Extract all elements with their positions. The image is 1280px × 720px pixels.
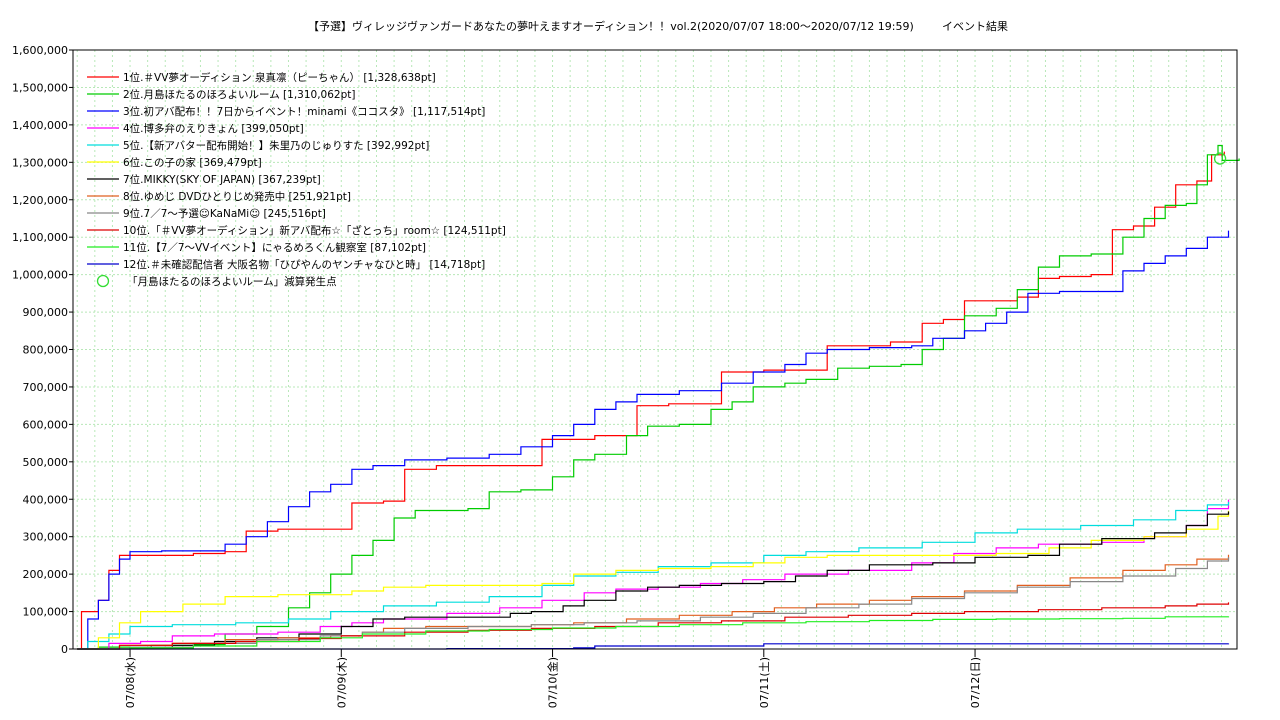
- chart-title: 【予選】ヴィレッジヴァンガードあなたの夢叶えますオーディション！！vol.2(2…: [308, 19, 914, 33]
- y-tick-label: 800,000: [23, 344, 69, 357]
- y-tick-label: 1,500,000: [12, 81, 68, 94]
- markers: [1213, 152, 1227, 165]
- x-tick-label: 07/08(水): [124, 657, 137, 708]
- marker-point: [1213, 152, 1227, 165]
- gridlines: [69, 49, 1237, 657]
- y-tick-label: 500,000: [23, 456, 69, 469]
- x-tick-label: 07/10(金): [546, 657, 560, 708]
- y-tick-label: 1,600,000: [12, 44, 68, 57]
- legend-entry: 1位.＃VV夢オーディション 泉真凛（ピーちゃん） [1,328,638pt]: [123, 71, 436, 84]
- y-tick-label: 100,000: [23, 606, 69, 619]
- x-tick-label: 07/11(土): [758, 657, 771, 708]
- series-line-10: [77, 602, 1230, 650]
- series-line-7: [77, 511, 1230, 650]
- series-line-11: [77, 616, 1230, 650]
- y-tick-label: 1,300,000: [12, 156, 68, 169]
- plot-area-border: [72, 49, 1238, 650]
- y-tick-label: 600,000: [23, 418, 69, 431]
- legend-entry: 4位.博多弁のえりきょん [399,050pt]: [123, 122, 304, 135]
- legend-entry: 7位.MIKKY(SKY OF JAPAN) [367,239pt]: [123, 173, 321, 186]
- y-tick-label: 400,000: [23, 493, 69, 506]
- y-tick-label: 1,400,000: [12, 119, 68, 132]
- series-line-1: [77, 151, 1225, 650]
- chart-subtitle: イベント結果: [942, 19, 1008, 33]
- legend-marker-entry: 「月島ほたるのほろよいルーム」減算発生点: [127, 275, 337, 288]
- legend-entry: 10位.「＃VV夢オーディション」新アバ配布☆「ざとっち」room☆ [124,…: [123, 224, 506, 237]
- y-tick-label: 1,000,000: [12, 269, 68, 282]
- legend-entry: 5位.【新アバター配布開始！】朱里乃のじゅりすた [392,992pt]: [123, 139, 429, 152]
- x-tick-label: 07/09(木): [335, 657, 348, 708]
- x-axis-tick-labels: 07/08(水) 07/09(木) 07/10(金) 07/11(土) 07/12(日): [124, 657, 982, 708]
- legend-entry: 3位.初アバ配布！！7日からイベント！minami《ココスタ》 [1,117,5…: [123, 105, 485, 118]
- y-tick-label: 300,000: [23, 531, 69, 544]
- y-axis-tick-labels: 0 100,000 200,000 300,000 400,000 500,000 600,…: [12, 44, 68, 656]
- y-tick-label: 900,000: [23, 306, 69, 319]
- series-line-8: [77, 554, 1230, 650]
- legend-entry: 9位.7／7〜予選☺KaNaMi☺ [245,516pt]: [123, 207, 326, 220]
- y-tick-label: 0: [61, 643, 68, 656]
- legend: 1位.＃VV夢オーディション 泉真凛（ピーちゃん） [1,328,638pt] 2…: [87, 71, 506, 288]
- y-tick-label: 700,000: [23, 381, 69, 394]
- y-tick-label: 1,100,000: [12, 231, 68, 244]
- y-tick-label: 1,200,000: [12, 194, 68, 207]
- legend-entry: 2位.月島ほたるのほろよいルーム [1,310,062pt]: [123, 88, 355, 101]
- series-line-3: [77, 230, 1230, 650]
- legend-entry: 8位.ゆめじ DVDひとりじめ発売中 [251,921pt]: [123, 190, 351, 203]
- legend-entry: 12位.＃未確認配信者 大阪名物「ひぴやんのヤンチャなひと時」 [14,718p…: [123, 258, 485, 271]
- y-tick-label: 200,000: [23, 568, 69, 581]
- series-lines: [77, 144, 1240, 650]
- legend-entry: 11位.【7／7〜VVイベント】にゃるめろくん観察室 [87,102pt]: [123, 241, 426, 254]
- x-tick-label: 07/12(日): [969, 657, 982, 708]
- series-line-6: [77, 510, 1230, 650]
- legend-entry: 6位.この子の家 [369,479pt]: [123, 156, 262, 169]
- series-line-2: [77, 144, 1240, 650]
- legend-marker-swatch: [96, 274, 110, 288]
